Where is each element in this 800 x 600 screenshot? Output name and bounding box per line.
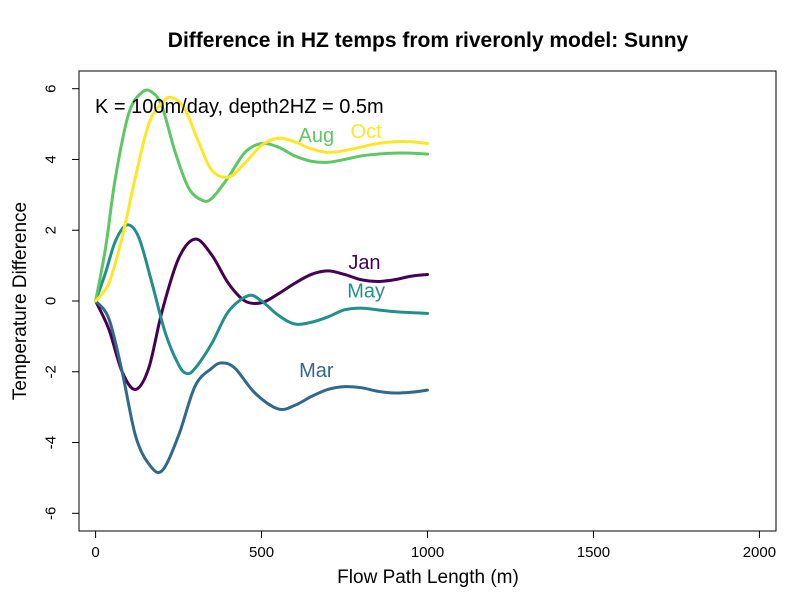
plot-frame (78, 70, 777, 532)
x-axis-label: Flow Path Length (m) (337, 567, 519, 588)
y-axis-label: Temperature Difference (10, 202, 31, 400)
series-line-aug (94, 88, 429, 303)
x-tick-label: 500 (249, 544, 274, 561)
series-label-mar: Mar (299, 360, 334, 382)
y-tick-label: 6 (43, 85, 60, 93)
series-label-oct: Oct (351, 121, 383, 143)
x-tick-label: 0 (91, 544, 99, 561)
series-line-mar (94, 299, 429, 475)
x-tick-label: 1000 (411, 544, 444, 561)
x-tick-label: 1500 (577, 544, 610, 561)
x-axis: 0 500 1000 1500 2000 (91, 530, 776, 561)
series-label-may: May (347, 280, 385, 302)
series-line-jan (94, 237, 429, 391)
y-tick-label: 2 (43, 226, 60, 234)
y-tick-label: -4 (43, 436, 60, 449)
series-lines (94, 88, 429, 475)
y-axis: -6 -4 -2 0 2 4 6 (43, 85, 79, 520)
parameter-annotation: K = 100m/day, depth2HZ = 0.5m (95, 96, 384, 118)
y-tick-label: 0 (43, 297, 60, 305)
y-tick-label: -2 (43, 365, 60, 378)
series-line-oct (94, 95, 429, 303)
chart-title: Difference in HZ temps from riveronly mo… (168, 29, 689, 52)
x-tick-label: 2000 (743, 544, 776, 561)
series-label-aug: Aug (299, 125, 335, 147)
y-tick-label: 4 (43, 155, 60, 163)
series-label-jan: Jan (348, 252, 380, 274)
series-line-may (94, 223, 429, 376)
series-labels: Jan Mar May Aug Oct (299, 121, 385, 382)
y-tick-label: -6 (43, 507, 60, 520)
